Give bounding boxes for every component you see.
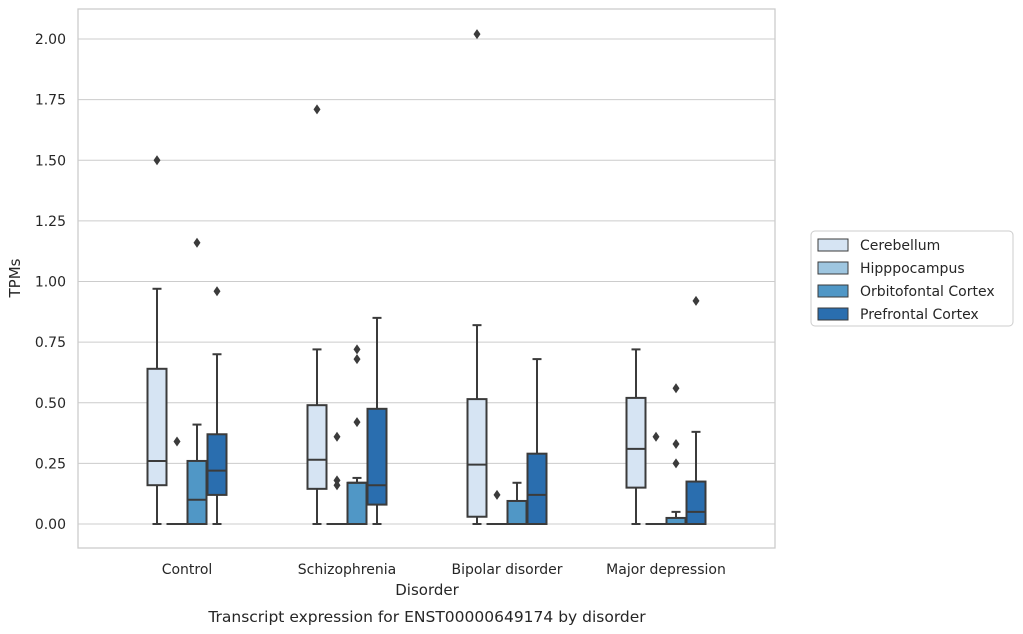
y-axis-label: TPMs [6,258,24,298]
x-axis-label: Disorder [395,581,459,599]
y-tick-label: 1.75 [35,93,66,109]
iqr-box [366,407,388,506]
outlier-point [153,155,161,166]
outlier-point [353,344,361,355]
iqr-box [685,480,707,525]
outlier-point [353,417,361,428]
outlier-point [692,295,700,306]
iqr-box [306,404,328,490]
iqr-box [186,459,208,526]
legend-label: Prefrontal Cortex [860,307,979,323]
x-tick-label: Control [162,562,213,578]
x-axis-ticks: Control Schizophrenia Bipolar disorder Majo… [162,562,726,578]
y-tick-label: 0.75 [35,335,66,351]
box-plot [466,29,488,525]
y-tick-label: 2.00 [35,32,66,48]
box-plot [306,104,328,525]
legend-label: Hipppocampus [860,261,965,277]
plot-area-frame [77,8,776,549]
y-tick-label: 1.25 [35,214,66,230]
series-hipppocampus [166,431,667,526]
box-plot [366,316,388,525]
legend-frame [810,230,1014,327]
outlier-point [493,489,501,500]
iqr-box [466,398,488,518]
iqr-box [625,396,647,489]
y-tick-label: 0.25 [35,456,66,472]
x-tick-label: Bipolar disorder [451,562,562,578]
box-plot [526,358,548,525]
outlier-point [193,237,201,248]
chart-caption: Transcript expression for ENST0000064917… [207,608,646,626]
iqr-box [506,499,528,525]
box-plot [665,383,687,525]
x-tick-label: Major depression [606,562,726,578]
y-tick-label: 0.00 [35,517,66,533]
outlier-point [353,354,361,365]
y-tick-label: 0.50 [35,396,66,412]
outlier-point [672,438,680,449]
y-axis-ticks: 0.00 0.25 0.50 0.75 1.00 1.25 1.50 1.75 2.00 [35,32,66,533]
box-groups [146,29,707,526]
iqr-box [146,367,168,487]
iqr-box [206,433,228,496]
y-tick-label: 1.00 [35,275,66,291]
outlier-point [333,431,341,442]
outlier-point [333,480,341,491]
legend-swatch [817,307,849,321]
legend-swatch [817,238,849,252]
box-plot [146,155,168,525]
outlier-point [173,436,181,447]
legend-swatch [817,284,849,298]
iqr-box [346,481,368,525]
series-cerebellum [146,29,647,525]
y-tick-label: 1.50 [35,153,66,169]
series-prefrontal-cortex [206,286,707,525]
outlier-point [313,104,321,115]
box-plot [326,431,348,526]
outlier-point [213,286,221,297]
legend-label: Cerebellum [860,238,940,254]
box-plot [486,489,508,526]
box-plot [625,348,647,525]
legend-swatch [817,261,849,275]
legend: Cerebellum Hipppocampus Orbitofontal Corte… [810,230,1014,327]
outlier-point [652,431,660,442]
outlier-point [672,383,680,394]
x-tick-label: Schizophrenia [298,562,396,578]
box-plot [685,295,707,525]
box-plot [645,431,667,526]
box-plot [206,286,228,525]
legend-label: Orbitofontal Cortex [860,284,995,300]
outlier-point [473,29,481,40]
iqr-box [526,452,548,525]
outlier-point [672,458,680,469]
